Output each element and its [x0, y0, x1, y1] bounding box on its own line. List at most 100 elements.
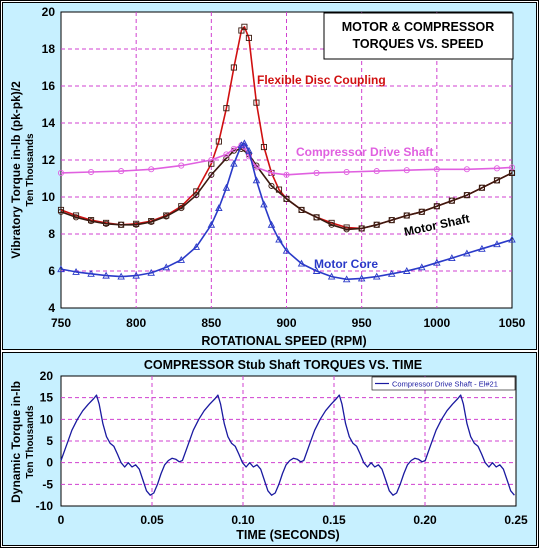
point-motor-core: [357, 274, 366, 282]
point-motor-core: [463, 249, 471, 257]
speed-x-tick-label: 950: [352, 316, 372, 330]
point-compressor-drive-shaft: [178, 162, 185, 169]
point-compressor-drive-shaft: [463, 166, 470, 173]
time-y-tick-label: 0: [46, 456, 53, 470]
point-compressor-drive-shaft: [508, 164, 516, 171]
point-motor-shaft: [103, 220, 110, 227]
point-motor-core: [327, 272, 336, 280]
time-y-axis-label: Dynamic Torque in-lb: [9, 381, 23, 503]
point-motor-core: [215, 204, 223, 212]
point-compressor-drive-shaft: [433, 166, 440, 173]
series-line-compressor-drive-shaft-el21: [60, 394, 515, 496]
point-flexible-disc-coupling: [215, 138, 222, 145]
time-tick-labels: 0 0.05 0.10 0.15 0.20 0.25 -10 -5 0 5 10 15 20: [36, 369, 528, 527]
point-motor-core: [297, 259, 306, 267]
speed-x-axis-label: ROTATIONAL SPEED (RPM): [201, 334, 366, 348]
point-motor-core: [372, 272, 381, 280]
point-compressor-drive-shaft: [118, 168, 125, 175]
point-compressor-drive-shaft: [230, 145, 237, 152]
point-motor-core: [275, 235, 283, 243]
point-motor-core: [267, 220, 276, 228]
point-motor-core: [87, 269, 95, 277]
point-motor-core: [493, 240, 501, 248]
speed-y-tick-label: 14: [42, 116, 56, 130]
point-motor-shaft: [148, 218, 155, 226]
point-motor-shaft: [283, 195, 290, 202]
speed-x-tick-label: 850: [201, 316, 221, 330]
point-compressor-drive-shaft: [148, 166, 155, 173]
point-motor-core: [57, 265, 65, 273]
point-motor-shaft: [478, 184, 485, 191]
time-y-tick-label: 20: [40, 369, 54, 383]
point-compressor-drive-shaft: [57, 169, 65, 176]
point-motor-core: [132, 271, 140, 279]
speed-x-tick-label: 1000: [423, 316, 450, 330]
point-compressor-drive-shaft: [493, 165, 501, 172]
point-compressor-drive-shaft: [223, 151, 230, 158]
time-legend-label: Compressor Drive Shaft - El#21: [392, 380, 498, 389]
point-motor-core: [245, 146, 253, 154]
point-motor-shaft: [193, 192, 200, 199]
point-motor-core: [192, 243, 201, 250]
point-motor-shaft: [57, 208, 65, 215]
point-flexible-disc-coupling: [241, 23, 248, 30]
annotation-flexible-disc-coupling: Flexible Disc Coupling: [257, 73, 386, 87]
speed-x-tick-label: 800: [126, 316, 146, 330]
point-motor-shaft: [88, 217, 95, 225]
point-flexible-disc-coupling: [223, 105, 230, 112]
point-motor-core: [240, 139, 249, 147]
point-motor-core: [478, 244, 486, 252]
point-motor-core: [448, 254, 456, 261]
speed-title-line-1: MOTOR & COMPRESSOR: [342, 20, 495, 34]
point-motor-shaft: [163, 213, 170, 220]
point-flexible-disc-coupling: [253, 99, 260, 106]
time-chart-title: COMPRESSOR Stub Shaft TORQUES VS. TIME: [144, 358, 422, 372]
point-motor-core: [282, 246, 291, 254]
series-line-compressor-drive-shaft: [60, 144, 513, 176]
point-motor-core: [237, 141, 246, 149]
point-compressor-drive-shaft: [283, 171, 290, 178]
speed-series-group: [57, 23, 516, 283]
point-motor-core: [312, 267, 321, 274]
time-y-tick-label: 5: [46, 434, 53, 448]
point-motor-core: [102, 271, 110, 279]
speed-y-tick-label: 12: [42, 153, 56, 167]
time-x-tick-label: 0.10: [231, 513, 255, 527]
time-x-tick-label: 0.25: [504, 513, 528, 527]
series-line-motor-shaft: [60, 148, 513, 231]
point-motor-core: [207, 220, 216, 228]
point-motor-shaft: [118, 221, 125, 228]
speed-y-axis-sublabel: Ten Thousands: [25, 133, 36, 207]
speed-x-tick-label: 1050: [499, 316, 526, 330]
speed-y-tick-label: 18: [42, 42, 56, 56]
speed-grid: [61, 12, 512, 308]
point-motor-shaft: [448, 197, 455, 204]
point-motor-core: [117, 272, 125, 280]
point-motor-shaft: [463, 192, 470, 199]
point-motor-shaft: [72, 214, 80, 221]
speed-y-tick-label: 6: [48, 264, 55, 278]
speed-y-tick-label: 4: [48, 301, 55, 315]
annotation-compressor-drive-shaft: Compressor Drive Shaft: [296, 145, 433, 159]
time-x-tick-label: 0: [58, 513, 65, 527]
time-series-group: [60, 394, 515, 496]
point-motor-core: [162, 263, 170, 271]
time-y-tick-label: 15: [40, 391, 54, 405]
time-x-tick-label: 0.15: [322, 513, 346, 527]
speed-y-tick-label: 20: [42, 5, 56, 19]
point-motor-shaft: [418, 208, 425, 215]
point-compressor-drive-shaft: [268, 169, 275, 176]
time-y-tick-label: -5: [42, 477, 53, 491]
point-motor-shaft: [178, 205, 185, 212]
time-x-tick-label: 0.05: [140, 513, 164, 527]
point-compressor-drive-shaft: [373, 168, 380, 175]
point-motor-core: [72, 267, 80, 275]
point-motor-shaft: [403, 212, 410, 219]
time-x-axis-label: TIME (SECONDS): [236, 528, 339, 542]
series-line-motor-core: [60, 142, 513, 281]
point-motor-shaft: [493, 177, 501, 184]
time-legend: Compressor Drive Shaft - El#21: [371, 376, 516, 391]
point-motor-core: [222, 183, 231, 191]
speed-y-tick-label: 16: [42, 79, 56, 93]
